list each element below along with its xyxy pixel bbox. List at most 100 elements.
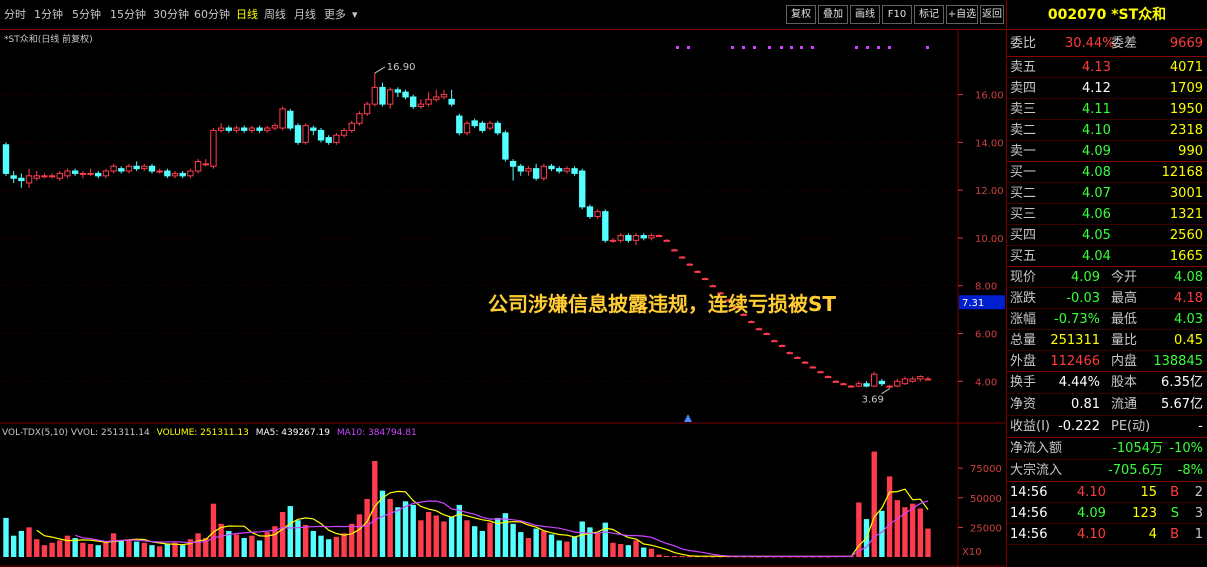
info-marker-icon bbox=[790, 46, 793, 49]
volume-bar-up bbox=[210, 503, 217, 557]
vvol-label: VVOL: 251311.14 bbox=[70, 428, 150, 438]
volume-bar-up bbox=[110, 533, 117, 557]
volume-bar-down bbox=[402, 501, 409, 557]
candle-down bbox=[179, 172, 186, 177]
flow-label: 净流入额 bbox=[1010, 441, 1063, 456]
stat-value-2: 138845 bbox=[1153, 354, 1203, 369]
candle-down bbox=[402, 91, 409, 98]
high-marker-arrow bbox=[374, 66, 386, 74]
candle-down bbox=[95, 172, 102, 177]
stat-label: 总量 bbox=[1010, 333, 1037, 348]
overlay-button[interactable]: 叠加 bbox=[818, 5, 848, 24]
candle-down bbox=[325, 137, 332, 143]
candle-up bbox=[271, 125, 279, 129]
volume-bar-down bbox=[72, 538, 78, 557]
chevron-down-icon[interactable]: ▾ bbox=[352, 8, 358, 21]
volume-bar-down bbox=[502, 513, 509, 557]
bid-diff-label: 委差 bbox=[1111, 36, 1138, 51]
candle-up bbox=[632, 235, 640, 241]
adjust-button[interactable]: 复权 bbox=[786, 5, 816, 24]
chart-canvas[interactable]: 16.00 14.00 12.00 10.00 8.00 6.00 4.00 7.31 7500… bbox=[0, 30, 1005, 567]
volume-bar-down bbox=[326, 539, 332, 557]
candle-down bbox=[133, 165, 140, 170]
event-marker-icon bbox=[684, 414, 692, 422]
stat-value: -0.03 bbox=[1066, 291, 1100, 306]
candle-up bbox=[771, 340, 778, 343]
volume-bar-up bbox=[349, 523, 355, 557]
tab-15min[interactable]: 15分钟 bbox=[110, 8, 146, 21]
candle-up bbox=[171, 172, 179, 177]
info-marker-icon bbox=[800, 46, 803, 49]
back-button[interactable]: 返回 bbox=[980, 5, 1004, 24]
mark-button[interactable]: 标记 bbox=[914, 5, 944, 24]
volume-bar-up bbox=[617, 543, 624, 557]
candle-down bbox=[556, 168, 563, 172]
candle-up bbox=[778, 344, 786, 347]
tab-60min[interactable]: 60分钟 bbox=[194, 8, 230, 21]
volume-bar-up bbox=[541, 530, 547, 557]
volume-bar-up bbox=[610, 542, 616, 557]
candle-up bbox=[202, 163, 209, 166]
add-watchlist-button[interactable]: +自选 bbox=[946, 5, 978, 24]
candle-up bbox=[302, 125, 309, 143]
candle-up bbox=[348, 122, 355, 131]
volume-bar-down bbox=[495, 517, 501, 557]
stat-value: 4.09 bbox=[1071, 270, 1100, 285]
tab-monthly[interactable]: 月线 bbox=[294, 8, 316, 21]
stat-value-2: 4.18 bbox=[1174, 291, 1203, 306]
flow-row: 净流入额 -1054万 -10% bbox=[1007, 438, 1207, 460]
volume-bar-up bbox=[87, 543, 94, 557]
tick-count: 2 bbox=[1194, 485, 1203, 500]
tab-intraday[interactable]: 分时 bbox=[4, 8, 26, 21]
candle-up bbox=[525, 168, 532, 172]
candle-up bbox=[433, 96, 440, 100]
volume-bar-down bbox=[18, 530, 25, 557]
fund-label: 换手 bbox=[1010, 375, 1037, 390]
flow-value: -1054万 bbox=[1112, 441, 1163, 456]
tick-price: 4.10 bbox=[1077, 527, 1106, 542]
candle-up bbox=[871, 373, 878, 387]
f10-button[interactable]: F10 bbox=[882, 5, 912, 24]
volume-bar-up bbox=[356, 514, 363, 557]
tab-30min[interactable]: 30分钟 bbox=[153, 8, 189, 21]
fund-value-2: 6.35亿 bbox=[1161, 375, 1203, 390]
price-tick-label: 4.00 bbox=[975, 377, 997, 388]
volume-bar-up bbox=[103, 541, 109, 557]
candle-up bbox=[194, 160, 202, 172]
current-price-label: 7.31 bbox=[962, 298, 984, 309]
fund-value: -0.222 bbox=[1058, 419, 1100, 434]
fund-value-2: - bbox=[1198, 419, 1203, 434]
candle-up bbox=[732, 306, 740, 309]
info-marker-icon bbox=[753, 46, 756, 49]
candle-up bbox=[678, 256, 686, 259]
candle-down bbox=[517, 165, 524, 172]
candle-up bbox=[25, 175, 33, 184]
ma5-label: MA5: 439267.19 bbox=[255, 428, 330, 438]
tab-weekly[interactable]: 周线 bbox=[264, 8, 286, 21]
volume-bar-up bbox=[664, 555, 670, 557]
tab-5min[interactable]: 5分钟 bbox=[72, 8, 101, 21]
volume-bar-down bbox=[579, 521, 585, 557]
bid-level-label: 买四 bbox=[1010, 228, 1037, 243]
bid-price: 4.05 bbox=[1082, 228, 1111, 243]
volume-bar-up bbox=[41, 545, 48, 557]
tab-more[interactable]: 更多 bbox=[324, 8, 346, 21]
tab-daily[interactable]: 日线 bbox=[236, 8, 258, 21]
info-marker-icon bbox=[855, 46, 858, 49]
draw-line-button[interactable]: 画线 bbox=[850, 5, 880, 24]
candle-down bbox=[310, 127, 317, 131]
candle-down bbox=[509, 160, 517, 167]
tab-1min[interactable]: 1分钟 bbox=[34, 8, 63, 21]
kline-chart[interactable]: 16.00 14.00 12.00 10.00 8.00 6.00 4.00 7.31 7500… bbox=[0, 30, 1005, 567]
stat-label: 外盘 bbox=[1010, 354, 1037, 369]
candle-up bbox=[886, 385, 893, 388]
volume-bar-down bbox=[3, 517, 9, 557]
volume-label: VOLUME: 251311.13 bbox=[156, 428, 249, 438]
stat-value: 251311 bbox=[1050, 333, 1100, 348]
candle-up bbox=[609, 239, 617, 242]
ask-price: 4.10 bbox=[1082, 123, 1111, 138]
info-marker-icon bbox=[780, 46, 783, 49]
stat-row: 总量 251311 量比 0.45 bbox=[1007, 330, 1207, 351]
candle-down bbox=[532, 168, 540, 179]
